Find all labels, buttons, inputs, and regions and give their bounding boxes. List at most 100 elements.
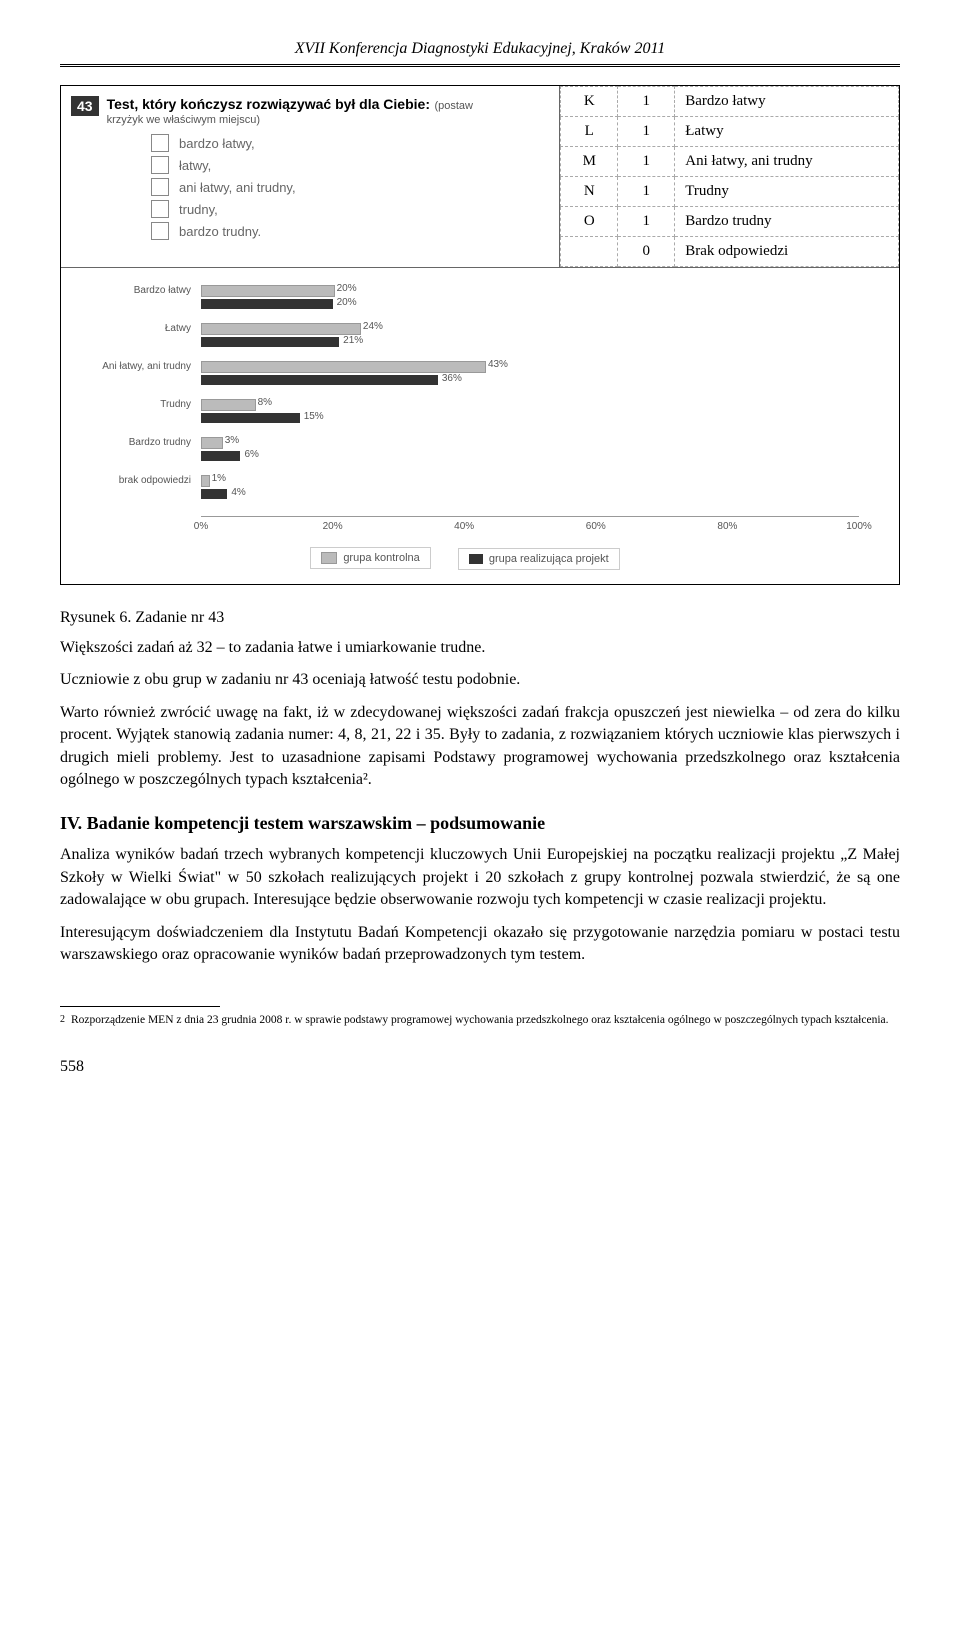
paragraph: Większości zadań aż 32 – to zadania łatw… [60,637,900,659]
question-option: trudny, [151,200,545,218]
section-heading: IV. Badanie kompetencji testem warszawsk… [60,813,900,834]
figure-box: 43 Test, który kończysz rozwiązywać był … [60,85,900,585]
chart-bar-row: 36% [71,374,859,386]
table-cell: 1 [618,147,675,177]
table-row: K1Bardzo łatwy [561,87,899,117]
table-cell: 0 [618,237,675,267]
page-header: XVII Konferencja Diagnostyki Edukacyjnej… [60,40,900,58]
chart-bar-row: Ani łatwy, ani trudny 43% [71,360,859,372]
chart-bar-row: 4% [71,488,859,500]
chart-value-label: 3% [225,435,239,446]
chart-bar [201,437,223,449]
chart-bar [201,475,210,487]
chart-value-label: 21% [343,335,363,346]
question-option: ani łatwy, ani trudny, [151,178,545,196]
page-number: 558 [60,1058,900,1076]
table-row: N1Trudny [561,177,899,207]
chart-value-label: 1% [212,473,226,484]
option-label: bardzo łatwy, [179,136,255,151]
table-cell: Brak odpowiedzi [675,237,899,267]
chart-value-label: 4% [231,487,245,498]
chart-bar-row: Bardzo trudny 3% [71,436,859,448]
chart-bar [201,375,438,385]
table-cell: N [561,177,618,207]
chart-bar [201,323,361,335]
question-option: bardzo trudny. [151,222,545,240]
table-cell: 1 [618,117,675,147]
table-cell: Łatwy [675,117,899,147]
question-title: Test, który kończysz rozwiązywać był dla… [107,96,430,112]
chart-bar-row: 6% [71,450,859,462]
axis-tick: 20% [323,521,343,532]
table-cell: M [561,147,618,177]
table-row: L1Łatwy [561,117,899,147]
legend-label: grupa kontrolna [343,552,419,564]
axis-tick: 100% [846,521,872,532]
question-subtitle: krzyżyk we właściwym miejscu) [107,114,473,126]
paragraph: Uczniowie z obu grup w zadaniu nr 43 oce… [60,669,900,691]
paragraph: Warto również zwrócić uwagę na fakt, iż … [60,702,900,792]
chart-value-label: 8% [258,397,272,408]
chart-value-label: 15% [304,411,324,422]
chart-category-label: Ani łatwy, ani trudny [71,361,201,372]
option-label: łatwy, [179,158,211,173]
chart-category-label: Bardzo łatwy [71,285,201,296]
chart-bar [201,361,486,373]
footnote-divider [60,1006,220,1007]
checkbox-icon [151,222,169,240]
chart-value-label: 20% [337,283,357,294]
table-row: M1Ani łatwy, ani trudny [561,147,899,177]
chart-value-label: 6% [244,449,258,460]
chart-value-label: 36% [442,373,462,384]
chart-category-label: Bardzo trudny [71,437,201,448]
table-cell: K [561,87,618,117]
chart-bar [201,489,227,499]
chart-bar-row: 15% [71,412,859,424]
figure-caption: Rysunek 6. Zadanie nr 43 [60,609,900,627]
chart-category-label: brak odpowiedzi [71,475,201,486]
footnote-number: 2 [60,1013,65,1028]
chart-bar-row: Bardzo łatwy 20% [71,284,859,296]
chart-bar-row: 20% [71,298,859,310]
table-row: O1Bardzo trudny [561,207,899,237]
footnote: 2 Rozporządzenie MEN z dnia 23 grudnia 2… [60,1013,900,1028]
answer-key-table: K1Bardzo łatwyL1ŁatwyM1Ani łatwy, ani tr… [559,86,899,267]
chart-bar [201,399,256,411]
chart-value-label: 43% [488,359,508,370]
question-number: 43 [71,96,99,116]
chart-bar-row: Łatwy24% [71,322,859,334]
chart-x-axis: 0%20%40%60%80%100% [201,516,859,537]
legend-label: grupa realizująca projekt [489,553,609,565]
paragraph: Analiza wyników badań trzech wybranych k… [60,844,900,911]
chart-category-label: Trudny [71,399,201,410]
question-panel: 43 Test, który kończysz rozwiązywać był … [61,86,559,267]
checkbox-icon [151,200,169,218]
question-option: bardzo łatwy, [151,134,545,152]
footnote-text: Rozporządzenie MEN z dnia 23 grudnia 200… [71,1013,889,1028]
table-cell: 1 [618,87,675,117]
table-row: 0Brak odpowiedzi [561,237,899,267]
chart-legend: grupa kontrolna grupa realizująca projek… [71,547,859,570]
chart-bar-row: brak odpowiedzi 1% [71,474,859,486]
axis-tick: 60% [586,521,606,532]
checkbox-icon [151,156,169,174]
checkbox-icon [151,178,169,196]
axis-tick: 80% [717,521,737,532]
checkbox-icon [151,134,169,152]
table-cell: Bardzo łatwy [675,87,899,117]
header-divider [60,64,900,67]
bar-chart: Bardzo łatwy 20% 20% Łatwy24%21% Ani łatwy, … [61,268,899,584]
chart-bar [201,337,339,347]
chart-bar [201,299,333,309]
table-cell: 1 [618,207,675,237]
chart-value-label: 24% [363,321,383,332]
axis-tick: 40% [454,521,474,532]
chart-value-label: 20% [337,297,357,308]
table-cell: O [561,207,618,237]
legend-projekt: grupa realizująca projekt [458,548,620,570]
table-cell: Bardzo trudny [675,207,899,237]
question-title-note: (postaw [434,100,473,112]
question-option: łatwy, [151,156,545,174]
legend-kontrolna: grupa kontrolna [310,547,430,569]
table-cell: 1 [618,177,675,207]
